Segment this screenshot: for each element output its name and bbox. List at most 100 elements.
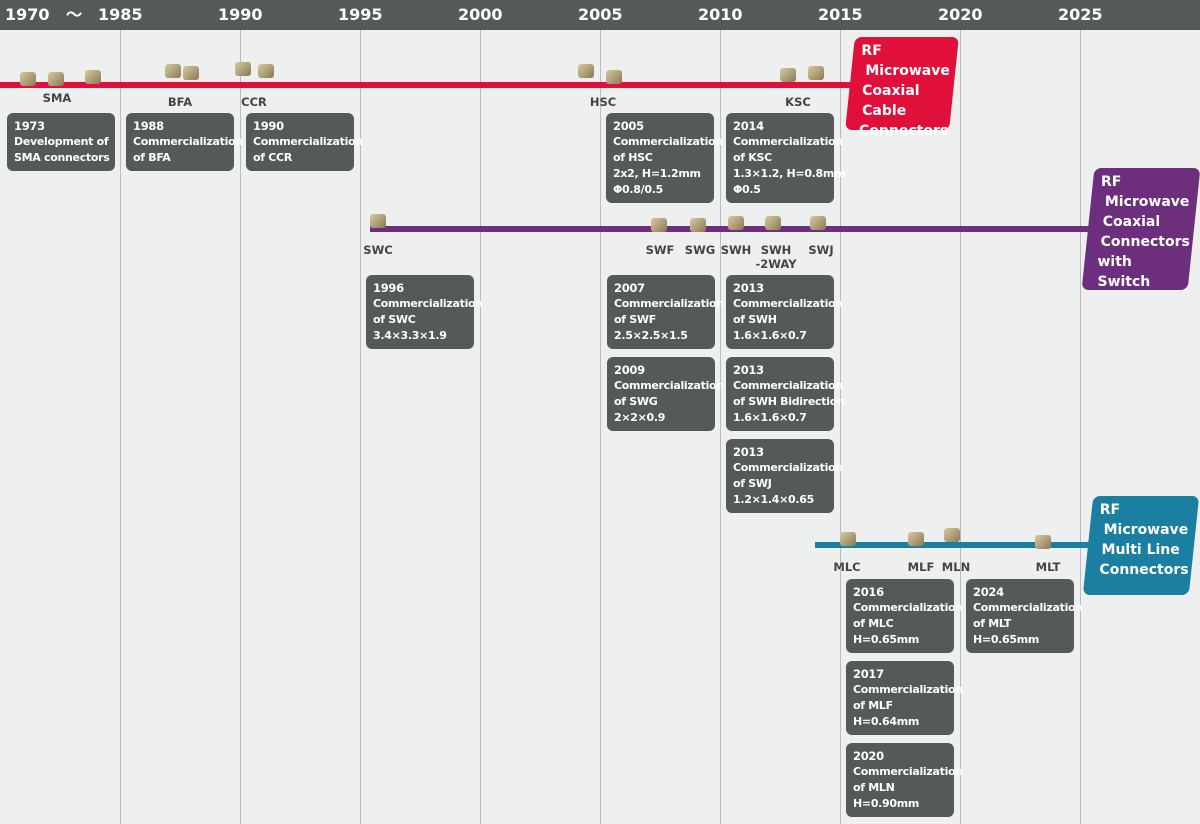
year-label: 1970 [5,5,50,24]
connector-icon [690,218,706,232]
event-text: Commercialization [373,297,483,310]
connector-icon [908,532,924,546]
event-box: 2005 Commercialization of HSC 2x2, H=1.2mm Φ… [606,113,723,203]
event-box: 2007 Commercialization of SWF 2.5×2.5×1.5 [607,275,724,349]
connector-icon [370,214,386,228]
event-box: 2024 Commercialization of MLT H=0.65mm [966,579,1083,653]
connector-icon [651,218,667,232]
event-text: Commercialization [733,461,843,474]
year-line [840,30,841,824]
category-text: RF [1100,174,1122,190]
event-text: 3.4×3.3×1.9 [373,329,447,342]
category-text: Coaxial Cable [862,83,920,119]
event-text: Commercialization [853,601,963,614]
event-text: H=0.64mm [853,715,920,728]
event-box: 1990 Commercialization of CCR [246,113,363,171]
event-box: 2009 Commercialization of SWG 2×2×0.9 [607,357,724,431]
connector-icon [235,62,251,76]
event-year: 2024 [973,585,1004,599]
event-text: Φ0.8/0.5 [613,183,663,196]
year-bar [0,0,1200,30]
category-label: RF Microwave Coaxial Connectors with Switch [1081,168,1200,290]
product-label: SWH [720,243,752,257]
event-box: 1996 Commercialization of SWC 3.4×3.3×1.9 [366,275,483,349]
year-label: 2010 [698,5,743,24]
event-text: 2×2×0.9 [614,411,666,424]
category-label: RF Microwave Coaxial Cable Connectors [845,37,959,139]
product-label: SWH -2WAY [755,243,797,271]
year-label: 2000 [458,5,503,24]
category-text: RF [861,43,882,59]
category-text: Connectors [1099,562,1189,578]
year-line [120,30,121,824]
event-text: H=0.65mm [853,633,920,646]
event-box: 2013 Commercialization of SWH Bidirection 1… [726,357,845,431]
event-text: of KSC [733,151,772,164]
event-box: 2016 Commercialization of MLC H=0.65mm [846,579,963,653]
year-label: 2025 [1058,5,1103,24]
event-year: 2007 [614,281,645,295]
event-year: 1973 [14,119,45,133]
category-text: Microwave [865,63,950,79]
category-text: Multi Line [1101,542,1180,558]
year-label: 2005 [578,5,623,24]
event-text: 1.3×1.2, H=0.8mm [733,167,846,180]
event-text: of CCR [253,151,292,164]
event-text: Commercialization [253,135,363,148]
event-text: of SWH [733,313,777,326]
connector-icon [258,64,274,78]
event-text: of SWC [373,313,416,326]
event-text: of MLN [853,781,895,794]
year-label: 〜 [66,5,83,24]
event-text: of MLT [973,617,1012,630]
event-text: of BFA [133,151,171,164]
year-label: 1995 [338,5,383,24]
event-year: 2013 [733,281,764,295]
event-text: of SWH Bidirection [733,395,845,408]
connector-icon [183,66,199,80]
connector-icon [808,66,824,80]
connector-icon [85,70,101,84]
timeline-track [0,82,850,88]
year-line [1080,30,1081,824]
year-line [720,30,721,824]
product-label: SMA [42,91,72,105]
event-year: 2016 [853,585,884,599]
event-text: Commercialization [133,135,243,148]
year-label: 2020 [938,5,983,24]
connector-icon [48,72,64,86]
event-text: of SWG [614,395,658,408]
product-label: HSC [589,95,617,109]
product-label: SWC [363,243,393,257]
connector-icon [728,216,744,230]
timeline-track [815,542,1100,548]
year-label: 2015 [818,5,863,24]
connector-icon [944,528,960,542]
event-text: Commercialization [853,765,963,778]
event-text: Commercialization [733,379,843,392]
product-label: BFA [167,95,193,109]
category-text: Microwave [1104,194,1190,210]
event-text: Commercialization [853,683,963,696]
product-label: MLC [833,560,861,574]
event-year: 2009 [614,363,645,377]
connector-icon [1035,535,1051,549]
product-label: MLN [941,560,971,574]
category-label: RF Microwave Multi Line Connectors [1082,496,1200,595]
year-line [360,30,361,824]
year-line [960,30,961,824]
category-text: with Switch [1097,254,1151,290]
connector-icon [165,64,181,78]
event-text: Commercialization [733,297,843,310]
event-text: SMA connectors [14,151,110,164]
year-line [240,30,241,824]
event-year: 1990 [253,119,284,133]
product-label: SWF [645,243,675,257]
event-text: of SWJ [733,477,772,490]
product-label: CCR [241,95,267,109]
category-text: Connectors [1100,234,1190,250]
event-text: Φ0.5 [733,183,761,196]
event-text: 1.2×1.4×0.65 [733,493,814,506]
event-text: 1.6×1.6×0.7 [733,411,807,424]
